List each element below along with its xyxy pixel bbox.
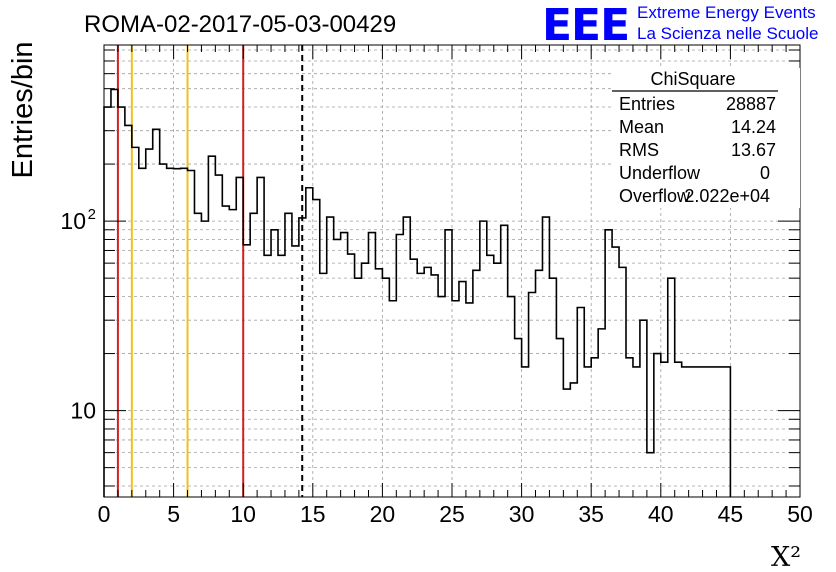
stat-value-entries: 28887	[726, 94, 776, 114]
stat-value-underflow: 0	[760, 163, 770, 183]
axis-ticks	[103, 45, 801, 497]
x-axis-label: X²	[771, 542, 801, 572]
grid	[104, 45, 800, 497]
x-tick-label: 0	[98, 501, 111, 527]
x-tick-label: 40	[648, 501, 674, 527]
stat-value-mean: 14.24	[731, 117, 776, 137]
y-tick-label: 10	[60, 208, 86, 234]
x-tick-label: 30	[509, 501, 535, 527]
x-tick-label: 10	[230, 501, 256, 527]
stat-label-entries: Entries	[619, 94, 675, 114]
x-tick-label: 20	[370, 501, 396, 527]
stat-label-overflow: Overflow	[619, 186, 691, 206]
x-tick-label: 5	[167, 501, 180, 527]
x-tick-label: 15	[300, 501, 326, 527]
y-tick-exponent: 2	[88, 206, 96, 223]
histogram-series	[103, 88, 732, 497]
stats-title: ChiSquare	[650, 69, 735, 89]
logo-line-2: La Scienza nelle Scuole	[637, 24, 818, 43]
stat-value-rms: 13.67	[731, 140, 776, 160]
y-tick-label: 10	[70, 398, 96, 424]
stats-box: ChiSquare Entries 28887 Mean 14.24 RMS 1…	[612, 68, 800, 208]
x-tick-label: 35	[578, 501, 604, 527]
x-tick-label: 45	[718, 501, 744, 527]
stat-value-overflow: 2.022e+04	[684, 186, 770, 206]
logo-mark: EEE	[542, 0, 629, 51]
logo-line-1: Extreme Energy Events	[637, 3, 816, 22]
x-tick-labels: 0 5 10 15 20 25 30 35 40 45 50	[98, 501, 813, 527]
x-tick-label: 25	[439, 501, 465, 527]
stat-label-rms: RMS	[619, 140, 659, 160]
stat-label-underflow: Underflow	[619, 163, 701, 183]
marker-lines	[116, 45, 304, 497]
chart-title: ROMA-02-2017-05-03-00429	[84, 11, 396, 38]
eee-logo: EEE Extreme Energy Events La Scienza nel…	[542, 0, 818, 51]
y-axis-label: Entries/bin	[7, 41, 39, 178]
stat-label-mean: Mean	[619, 117, 664, 137]
x-tick-label: 50	[787, 501, 813, 527]
